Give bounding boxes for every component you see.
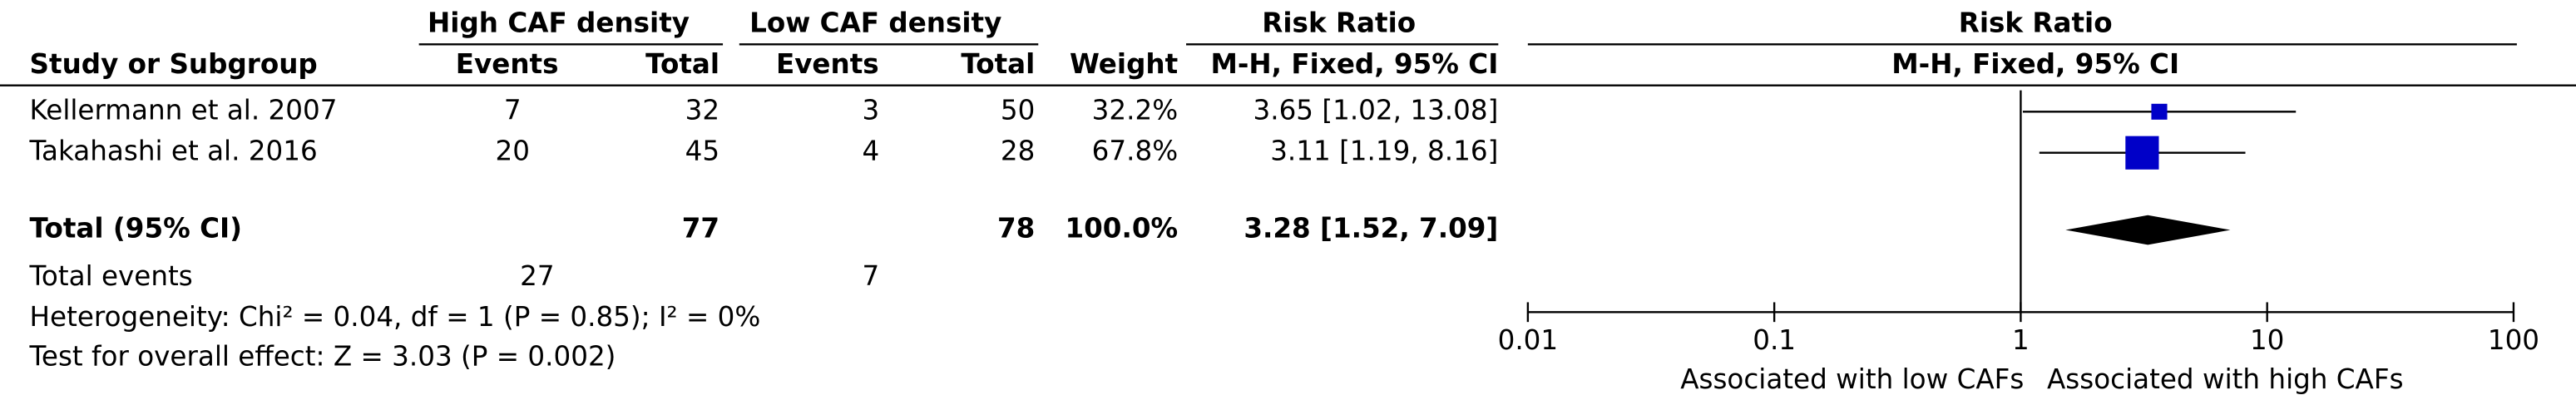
heterogeneity: Heterogeneity: Chi² = 0.04, df = 1 (P = … [30,301,761,333]
events: 4 [862,136,879,167]
study-name: Takahashi et al. 2016 [29,136,318,167]
total: 50 [1001,94,1035,126]
effect-header: Risk Ratio [1262,7,1416,39]
total: 45 [685,136,719,167]
events: 20 [496,136,530,167]
x-axis-label: Associated with high CAFs [2047,363,2404,395]
study-name: Total (95% CI) [30,213,242,244]
plot-header: Risk Ratio [1959,7,2113,39]
column-header: Events [776,48,879,80]
total: 28 [1001,136,1035,167]
x-tick-label: 1 [2012,324,2030,356]
group-header: High CAF density [428,7,690,39]
total: 77 [682,213,719,244]
x-tick-label: 10 [2250,324,2284,356]
summary-diamond [2065,215,2231,245]
x-axis-label: Associated with low CAFs [1680,363,2024,395]
effect-square [2151,103,2168,120]
events: 7 [504,94,522,126]
total-events: 7 [862,260,879,292]
column-header: Events [456,48,559,80]
group-header: Low CAF density [749,7,1001,39]
column-header: M-H, Fixed, 95% CI [1891,48,2179,80]
total: 78 [997,213,1035,244]
column-header: Weight [1070,48,1178,80]
x-tick-label: 0.1 [1753,324,1796,356]
effect-ci: 3.65 [1.02, 13.08] [1253,94,1498,126]
effect-ci: 3.11 [1.19, 8.16] [1270,136,1498,167]
column-header: M-H, Fixed, 95% CI [1210,48,1498,80]
total: 32 [685,94,719,126]
column-header: Study or Subgroup [30,48,318,80]
total-events-label: Total events [29,260,193,292]
study-name: Kellermann et al. 2007 [30,94,338,126]
weight: 100.0% [1065,213,1178,244]
column-header: Total [961,48,1035,80]
events: 3 [862,94,879,126]
total-events: 27 [520,260,554,292]
overall-effect: Test for overall effect: Z = 3.03 (P = 0… [29,341,616,373]
x-tick-label: 100 [2488,324,2539,356]
effect-square [2125,136,2159,170]
weight: 67.8% [1092,136,1179,167]
weight: 32.2% [1092,94,1179,126]
column-header: Total [645,48,719,80]
effect-ci: 3.28 [1.52, 7.09] [1244,213,1498,244]
x-tick-label: 0.01 [1498,324,1559,356]
